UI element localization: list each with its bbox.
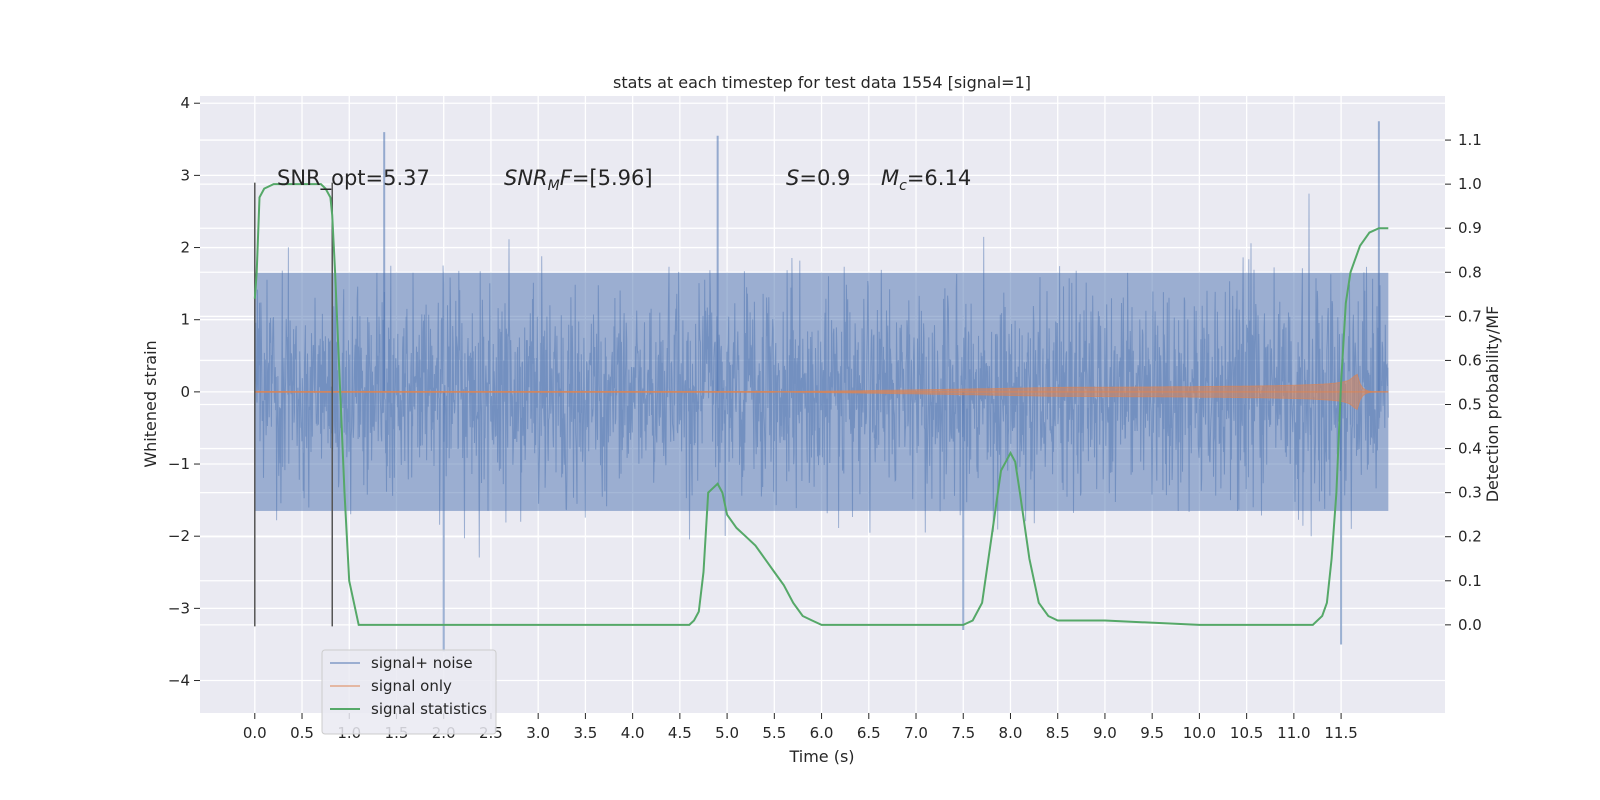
annotation-snr-mf: SNRMF=[5.96] — [504, 166, 653, 194]
x-tick-label-10: 5.0 — [715, 724, 739, 742]
signal-statistics-line — [253, 183, 1389, 626]
right-tick-label-8: 0.8 — [1458, 263, 1482, 281]
x-tick-label-0: 0.0 — [243, 724, 267, 742]
annotation-mc: Mc=6.14 — [881, 166, 971, 194]
right-y-axis-label: Detection probability/MF — [1483, 306, 1502, 503]
signal-statistics-series — [253, 183, 1389, 626]
annotation-snr-opt: SNR_opt=5.37 — [277, 166, 430, 191]
x-tick-label-19: 9.5 — [1140, 724, 1164, 742]
x-tick-label-7: 3.5 — [573, 724, 597, 742]
left-tick-label-1: −3 — [168, 599, 190, 617]
chart-title: stats at each timestep for test data 155… — [613, 73, 1031, 92]
left-tick-label-6: 2 — [180, 239, 190, 257]
x-tick-label-23: 11.5 — [1324, 724, 1357, 742]
annotation-s-symbol: S — [786, 166, 799, 190]
legend-label-signal-noise: signal+ noise — [371, 654, 473, 672]
annotation-snr-mf-symbol-2: F — [560, 166, 573, 190]
left-tick-label-7: 3 — [180, 166, 190, 184]
right-tick-label-9: 0.9 — [1458, 219, 1482, 237]
legend: signal+ noise signal only signal statist… — [321, 649, 497, 735]
right-tick-label-3: 0.3 — [1458, 484, 1482, 502]
right-y-axis: 0.0 0.1 0.2 0.3 0.4 0.5 0.6 0.7 0.8 0.9 1.0 1.1 — [1445, 131, 1482, 634]
legend-label-signal-statistics: signal statistics — [371, 700, 487, 718]
right-tick-label-6: 0.6 — [1458, 351, 1482, 369]
x-tick-label-18: 9.0 — [1093, 724, 1117, 742]
x-tick-label-6: 3.0 — [526, 724, 550, 742]
right-tick-label-0: 0.0 — [1458, 616, 1482, 634]
x-tick-label-21: 10.5 — [1230, 724, 1263, 742]
legend-box — [321, 649, 497, 735]
x-tick-label-1: 0.5 — [290, 724, 314, 742]
x-axis-label: Time (s) — [788, 747, 854, 766]
legend-label-signal-only: signal only — [371, 677, 452, 695]
left-tick-label-8: 4 — [180, 94, 190, 112]
left-y-axis: −4 −3 −2 −1 0 1 2 3 4 — [168, 94, 200, 690]
x-tick-label-14: 7.0 — [904, 724, 928, 742]
signal-only-series — [254, 373, 1389, 411]
annotation-s: S=0.9 — [786, 166, 850, 190]
left-y-axis-label: Whitened strain — [141, 340, 160, 467]
vertical-lines — [254, 182, 333, 627]
annotation-mc-value: =6.14 — [907, 166, 971, 190]
x-tick-label-12: 6.0 — [810, 724, 834, 742]
left-tick-label-3: −1 — [168, 455, 190, 473]
x-tick-label-22: 11.0 — [1277, 724, 1310, 742]
x-tick-label-17: 8.5 — [1046, 724, 1070, 742]
right-tick-label-4: 0.4 — [1458, 440, 1482, 458]
right-tick-label-5: 0.5 — [1458, 396, 1482, 414]
x-tick-label-15: 7.5 — [951, 724, 975, 742]
x-tick-label-13: 6.5 — [857, 724, 881, 742]
annotation-mc-subscript: c — [899, 178, 907, 194]
right-tick-label-7: 0.7 — [1458, 307, 1482, 325]
left-tick-label-0: −4 — [168, 672, 190, 690]
right-tick-label-10: 1.0 — [1458, 175, 1482, 193]
right-tick-label-1: 0.1 — [1458, 572, 1482, 590]
left-tick-label-5: 1 — [180, 311, 190, 329]
x-axis: 0.00.51.01.52.02.53.03.54.04.55.05.56.06… — [243, 713, 1358, 742]
right-tick-label-2: 0.2 — [1458, 528, 1482, 546]
signal-noise-line — [254, 193, 1389, 558]
x-tick-label-20: 10.0 — [1183, 724, 1216, 742]
right-tick-label-11: 1.1 — [1458, 131, 1482, 149]
x-tick-label-16: 8.0 — [999, 724, 1023, 742]
left-tick-label-2: −2 — [168, 527, 190, 545]
left-tick-label-4: 0 — [180, 383, 190, 401]
x-tick-label-9: 4.5 — [668, 724, 692, 742]
annotation-mc-symbol: M — [881, 166, 899, 190]
x-tick-label-8: 4.0 — [621, 724, 645, 742]
annotation-snr-mf-value: =[5.96] — [572, 166, 653, 190]
annotation-snr-mf-subscript: M — [548, 178, 560, 194]
annotation-s-value: =0.9 — [799, 166, 850, 190]
annotation-snr-mf-symbol: SNR — [504, 166, 548, 190]
x-tick-label-11: 5.5 — [762, 724, 786, 742]
